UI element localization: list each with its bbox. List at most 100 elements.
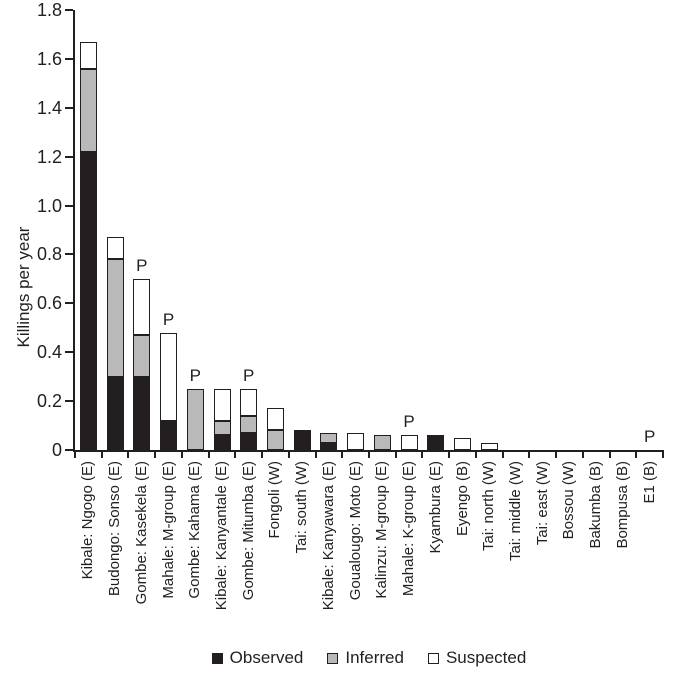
x-axis-tick	[154, 450, 157, 458]
x-axis-tick	[100, 450, 103, 458]
legend: Observed Inferred Suspected	[75, 648, 663, 668]
y-tick-label: 0.4	[36, 342, 62, 363]
bar-segment-inferred	[79, 68, 97, 152]
x-axis-tick	[341, 450, 344, 458]
bar-segment-observed	[293, 430, 311, 450]
bar-segment-inferred	[320, 432, 338, 443]
x-axis-tick	[608, 450, 611, 458]
y-axis-tick	[65, 204, 73, 207]
x-category-label-text: Mahale: K-group (E)	[400, 461, 418, 597]
x-category-label-text: Tai: north (W)	[480, 461, 498, 552]
x-axis-tick	[287, 450, 290, 458]
x-category-label-text: Kibale: Kanyawara (E)	[319, 461, 337, 611]
x-category-label-text: E1 (B)	[640, 461, 658, 504]
bar-segment-observed	[106, 376, 124, 450]
x-axis-tick	[74, 450, 76, 458]
bar-segment-observed	[79, 151, 97, 450]
bar-segment-inferred	[266, 430, 284, 450]
y-tick-label: 0.2	[36, 391, 62, 412]
x-axis-tick	[234, 450, 237, 458]
x-axis-tick	[555, 450, 558, 458]
bar-segment-suspected	[480, 442, 498, 450]
y-tick-label: 0.8	[36, 244, 62, 265]
x-axis-tick	[421, 450, 424, 458]
x-axis-tick	[635, 450, 638, 458]
x-category-label-text: Gombe: Mitumba (E)	[239, 461, 257, 601]
bar-segment-inferred	[106, 259, 124, 377]
provisioned-marker: P	[243, 365, 255, 385]
legend-label-inferred: Inferred	[345, 648, 404, 667]
x-category-label-text: Tai: east (W)	[533, 461, 551, 546]
y-tick-label: 1.6	[36, 48, 62, 69]
x-axis-tick	[261, 450, 264, 458]
y-axis-tick	[65, 449, 73, 451]
bar-segment-inferred	[240, 415, 258, 433]
x-category-label-text: Tai: south (W)	[293, 461, 311, 554]
observed-swatch-icon	[211, 652, 223, 664]
y-axis-tick	[65, 302, 73, 305]
x-axis-tick	[662, 450, 664, 458]
x-category-label-text: Budongo: Sonso (E)	[106, 461, 124, 597]
x-category-label-text: Eyengo (B)	[453, 461, 471, 537]
x-axis-tick	[127, 450, 130, 458]
bar-segment-inferred	[133, 335, 151, 377]
provisioned-marker: P	[136, 255, 148, 275]
inferred-swatch-icon	[327, 652, 339, 664]
bar-segment-suspected	[213, 388, 231, 421]
bar-segment-observed	[427, 435, 445, 450]
x-category-label-text: Goualougo: Moto (E)	[346, 461, 364, 601]
x-axis-tick	[448, 450, 451, 458]
bar-segment-inferred	[186, 388, 204, 450]
x-axis-tick	[501, 450, 504, 458]
provisioned-marker: P	[643, 427, 656, 446]
bar-segment-inferred	[373, 435, 391, 450]
bar-segment-suspected	[400, 435, 418, 450]
bar-segment-suspected	[240, 388, 258, 416]
bar-segment-observed	[213, 435, 231, 450]
bar-segment-observed	[133, 376, 151, 450]
provisioned-marker: P	[189, 365, 201, 385]
y-axis-tick	[65, 155, 73, 158]
bar-segment-suspected	[266, 408, 284, 431]
x-category-label-text: Tai: middle (W)	[507, 461, 524, 562]
bar-segment-suspected	[454, 437, 472, 450]
y-tick-label: 0.6	[36, 293, 62, 314]
y-axis-tick	[65, 253, 73, 256]
y-axis-tick	[65, 106, 73, 109]
bar-segment-suspected	[79, 41, 97, 69]
x-axis-tick	[207, 450, 210, 458]
legend-item-inferred: Inferred	[327, 648, 404, 668]
y-tick-label: 1.8	[36, 0, 62, 20]
y-axis-line	[73, 10, 75, 452]
provisioned-marker: P	[162, 309, 175, 329]
x-axis-tick	[314, 450, 317, 458]
bar-segment-suspected	[347, 432, 365, 450]
suspected-swatch-icon	[427, 652, 439, 664]
y-tick-label: 1.0	[36, 195, 62, 216]
bar-segment-observed	[240, 432, 258, 450]
x-category-label-text: Mahale: M-group (E)	[159, 461, 177, 599]
legend-item-suspected: Suspected	[427, 648, 527, 668]
x-axis-tick	[180, 450, 183, 458]
x-category-label-text: Kalinzu: M-group (E)	[373, 461, 391, 599]
x-axis-tick	[474, 450, 477, 458]
x-category-label-text: Bossou (W)	[560, 461, 578, 540]
bar-segment-observed	[160, 420, 178, 450]
x-axis-tick	[368, 450, 370, 458]
y-tick-label: 0	[51, 440, 62, 460]
y-tick-label: 1.2	[36, 146, 62, 167]
x-axis-tick	[394, 450, 397, 458]
bar-segment-suspected	[160, 332, 178, 421]
bar-segment-observed	[320, 442, 338, 450]
legend-label-suspected: Suspected	[445, 648, 527, 667]
provisioned-marker: P	[403, 412, 415, 432]
legend-label-observed: Observed	[229, 648, 304, 667]
y-axis-tick	[65, 351, 73, 354]
bar-segment-suspected	[133, 278, 151, 336]
y-axis-tick	[65, 9, 73, 11]
bar-segment-inferred	[213, 420, 231, 436]
y-tick-label: 1.4	[36, 97, 62, 118]
x-category-label-text: Kyambura (E)	[426, 461, 444, 554]
x-category-label-text: Bompusa (B)	[613, 461, 631, 549]
